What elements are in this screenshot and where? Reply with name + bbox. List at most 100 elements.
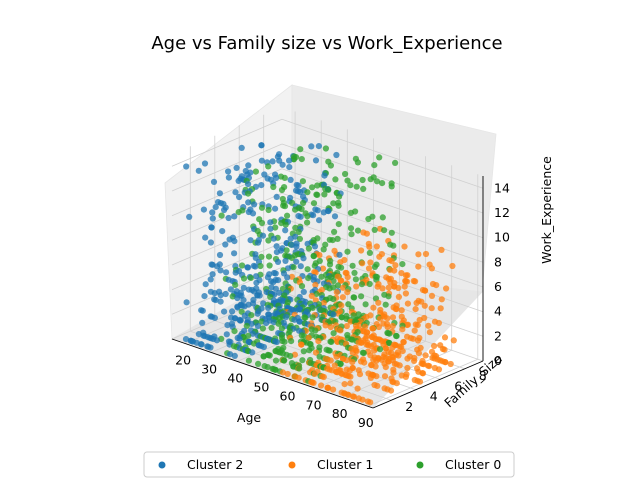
data-point <box>449 262 456 270</box>
data-point <box>258 253 265 260</box>
data-point <box>344 289 351 296</box>
data-point <box>295 182 302 189</box>
data-point <box>225 214 232 222</box>
data-point <box>412 278 419 285</box>
data-point <box>318 273 325 280</box>
data-point <box>296 365 303 372</box>
data-point <box>312 157 320 164</box>
data-point <box>265 237 272 244</box>
data-point <box>344 248 351 255</box>
data-point <box>259 325 266 332</box>
data-point <box>224 322 231 329</box>
data-point <box>360 349 367 357</box>
data-point <box>337 327 344 334</box>
data-point <box>404 355 411 362</box>
data-point <box>333 151 340 159</box>
data-point <box>389 314 397 321</box>
data-point <box>392 159 399 166</box>
data-point <box>234 304 241 311</box>
data-point <box>258 157 265 164</box>
data-point <box>341 381 348 388</box>
data-point <box>435 366 443 373</box>
data-point <box>281 357 288 364</box>
data-point <box>267 225 274 232</box>
data-point <box>375 299 382 306</box>
data-point <box>327 357 334 364</box>
data-point <box>435 319 442 327</box>
grid-line-z <box>171 118 283 167</box>
data-point <box>386 339 393 347</box>
data-point <box>358 281 365 288</box>
data-point <box>251 201 258 208</box>
data-point <box>226 236 233 243</box>
legend-label: Cluster 1 <box>317 457 373 472</box>
data-point <box>326 285 333 292</box>
data-point <box>248 312 255 319</box>
data-point <box>347 225 355 232</box>
data-point <box>312 327 319 334</box>
x-axis-label: Age <box>237 410 261 425</box>
data-point <box>232 269 239 276</box>
data-point <box>343 323 350 330</box>
data-point <box>214 263 221 270</box>
legend-marker <box>288 461 296 469</box>
data-point <box>273 243 280 250</box>
data-point <box>231 250 238 257</box>
grid-line-z <box>281 168 484 239</box>
data-point <box>279 161 286 168</box>
data-point <box>310 253 317 260</box>
data-point <box>335 202 342 209</box>
data-point <box>325 384 332 391</box>
data-point <box>379 285 386 292</box>
data-point <box>411 327 418 334</box>
y-axis-line <box>372 360 484 409</box>
data-point <box>287 235 294 242</box>
data-point <box>270 183 277 191</box>
data-point <box>207 239 214 246</box>
data-point <box>350 312 357 319</box>
data-point <box>388 229 395 236</box>
data-point <box>338 277 345 284</box>
data-point <box>282 221 289 228</box>
data-point <box>353 183 360 190</box>
data-point <box>231 238 238 245</box>
data-point <box>316 252 323 259</box>
data-point <box>244 264 252 271</box>
data-point <box>245 199 252 206</box>
axis-lines <box>171 176 484 409</box>
data-point <box>331 362 338 369</box>
data-point <box>302 314 309 321</box>
data-point <box>236 193 243 201</box>
data-point <box>268 324 275 331</box>
data-point <box>263 320 270 327</box>
data-point <box>309 314 316 321</box>
data-point <box>422 250 430 258</box>
data-point <box>248 320 255 327</box>
data-point <box>387 387 395 394</box>
data-point <box>415 251 422 258</box>
data-point <box>286 164 293 171</box>
data-point <box>418 298 425 305</box>
data-point <box>415 350 422 357</box>
data-point <box>339 284 347 291</box>
data-point <box>368 343 375 350</box>
data-point <box>199 319 206 326</box>
data-point <box>292 224 299 231</box>
data-point <box>305 275 312 282</box>
data-point <box>273 193 280 200</box>
data-point <box>330 386 337 393</box>
data-point <box>209 215 216 222</box>
grid-line-z <box>171 217 283 266</box>
data-point <box>287 352 294 360</box>
data-point <box>298 341 305 348</box>
data-point <box>258 219 266 227</box>
data-point <box>245 181 252 188</box>
data-point <box>359 396 366 403</box>
data-point <box>293 243 300 250</box>
data-point <box>295 374 302 381</box>
data-point <box>231 213 238 220</box>
data-point <box>300 288 307 295</box>
data-point <box>227 286 234 293</box>
